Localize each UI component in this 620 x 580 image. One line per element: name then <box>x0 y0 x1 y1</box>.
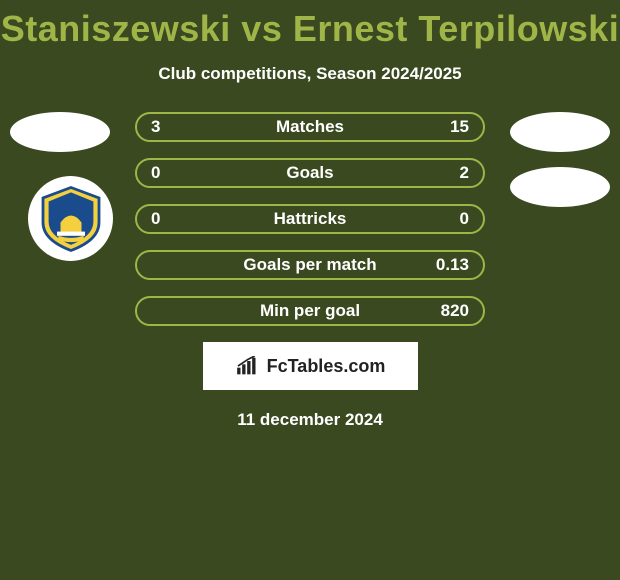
stat-row: 0 Hattricks 0 <box>135 204 485 234</box>
stat-right-value: 0 <box>460 209 469 229</box>
stats-column: 3 Matches 15 0 Goals 2 0 Hattricks 0 Goa… <box>135 112 485 326</box>
stat-left-value: 3 <box>151 117 160 137</box>
stat-left-value: 0 <box>151 163 160 183</box>
stat-right-value: 2 <box>460 163 469 183</box>
subtitle: Club competitions, Season 2024/2025 <box>0 64 620 84</box>
stat-label: Goals <box>137 163 483 183</box>
content-area: 3 Matches 15 0 Goals 2 0 Hattricks 0 Goa… <box>0 112 620 430</box>
brand-box: FcTables.com <box>203 342 418 390</box>
chart-icon <box>235 356 261 376</box>
stat-right-value: 0.13 <box>436 255 469 275</box>
page-title: Staniszewski vs Ernest Terpilowski <box>0 0 620 50</box>
stat-label: Hattricks <box>137 209 483 229</box>
club-badge <box>28 176 113 261</box>
player-avatar-right-2 <box>510 167 610 207</box>
stat-label: Goals per match <box>137 255 483 275</box>
brand-label: FcTables.com <box>267 356 386 377</box>
footer-date: 11 december 2024 <box>0 410 620 430</box>
stat-right-value: 15 <box>450 117 469 137</box>
stat-row: Goals per match 0.13 <box>135 250 485 280</box>
player-avatar-left <box>10 112 110 152</box>
stat-label: Matches <box>137 117 483 137</box>
player-avatar-right-1 <box>510 112 610 152</box>
stat-right-value: 820 <box>441 301 469 321</box>
stat-row: Min per goal 820 <box>135 296 485 326</box>
stat-left-value: 0 <box>151 209 160 229</box>
arka-shield-icon <box>36 184 106 254</box>
stat-row: 0 Goals 2 <box>135 158 485 188</box>
stat-row: 3 Matches 15 <box>135 112 485 142</box>
stat-label: Min per goal <box>137 301 483 321</box>
